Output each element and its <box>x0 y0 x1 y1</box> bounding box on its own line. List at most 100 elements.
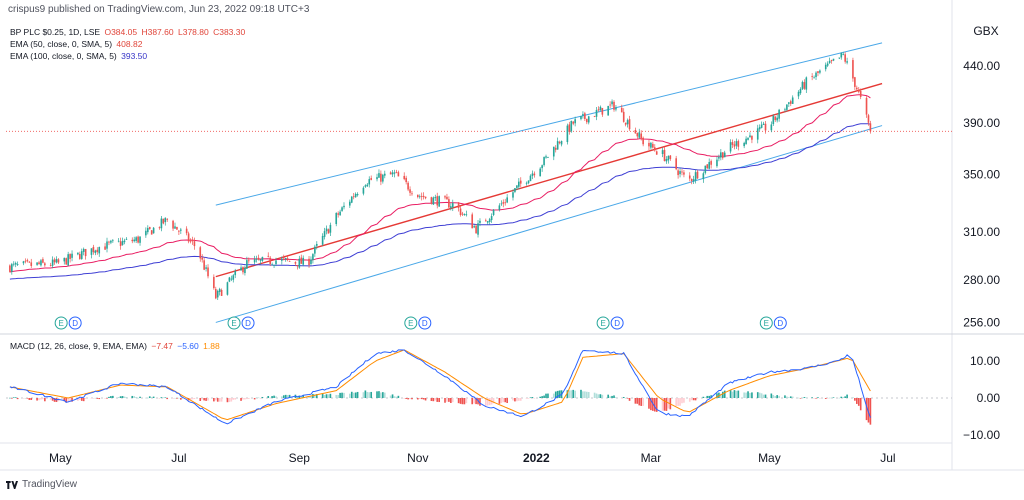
macd-histogram-bar <box>811 397 813 398</box>
legend-signal-value: −5.60 <box>177 341 199 351</box>
dividend-marker-icon <box>241 316 255 330</box>
macd-histogram-bar <box>104 398 106 399</box>
candle-body <box>533 173 536 176</box>
candle-body <box>857 90 860 92</box>
candle-body <box>362 187 365 194</box>
candle-body <box>407 182 409 190</box>
candle-body <box>296 264 299 267</box>
candle-body <box>791 97 794 104</box>
price-tick-label: 310.00 <box>963 225 1000 239</box>
event-marker-label: D <box>72 319 78 328</box>
candle-body <box>541 165 543 169</box>
candle-body <box>244 268 246 274</box>
macd-histogram-bar <box>430 398 433 401</box>
legend-ema50-value: 408.82 <box>116 39 143 49</box>
macd-histogram-bar <box>842 397 845 398</box>
macd-histogram-bar <box>90 398 93 399</box>
macd-histogram-bar <box>339 392 341 398</box>
candle-body <box>585 118 588 123</box>
candle-body <box>30 262 33 266</box>
candle-body <box>294 262 297 264</box>
candle-body <box>259 259 262 261</box>
legend-symbol-row: BP PLC $0.25, 1D, LSE O384.05 H387.60 L3… <box>10 27 247 37</box>
candle-body <box>67 254 69 266</box>
macd-histogram-bar <box>139 396 141 398</box>
macd-histogram-bar <box>424 398 427 401</box>
candle-body <box>770 124 773 131</box>
candle-body <box>626 120 629 125</box>
macd-histogram-bar <box>323 395 326 398</box>
candle-body <box>36 262 38 265</box>
macd-histogram-bar <box>110 396 112 398</box>
macd-histogram-bar <box>692 398 695 401</box>
macd-histogram-bar <box>269 397 271 399</box>
candle-body <box>758 127 761 130</box>
candle-body <box>774 116 777 121</box>
candle-body <box>582 114 584 116</box>
candle-body <box>180 229 182 231</box>
macd-histogram-bar <box>634 398 637 404</box>
candle-body <box>205 267 207 269</box>
macd-histogram-bar <box>749 392 751 398</box>
macd-histogram-bar <box>24 397 27 399</box>
event-marker-label: D <box>422 319 428 328</box>
candle-body <box>133 239 136 242</box>
macd-histogram-bar <box>718 392 720 398</box>
macd-histogram-bar <box>145 397 147 399</box>
macd-histogram-bar <box>786 396 788 398</box>
time-tick-label: Nov <box>407 451 428 465</box>
candle-body <box>397 172 400 177</box>
candle-body <box>187 233 190 242</box>
candle-body <box>597 109 600 111</box>
candle-body <box>653 147 656 151</box>
candle-body <box>403 175 406 180</box>
macd-histogram-bar <box>566 390 569 398</box>
macd-histogram-bar <box>737 390 740 398</box>
candle-body <box>308 258 310 266</box>
candle-body <box>424 196 427 199</box>
price-tick-label: 256.00 <box>963 315 1000 329</box>
macd-histogram-bar <box>343 392 345 398</box>
candle-body <box>830 60 833 62</box>
macd-histogram-bar <box>172 398 174 399</box>
macd-line <box>9 349 871 425</box>
macd-histogram-bar <box>416 398 419 400</box>
candle-body <box>77 252 79 255</box>
candle-body <box>716 159 718 167</box>
candle-body <box>854 77 856 87</box>
macd-histogram-bar <box>865 398 868 421</box>
macd-histogram-bar <box>663 398 666 411</box>
macd-histogram-bar <box>131 395 134 398</box>
time-tick-label: 2022 <box>523 451 550 465</box>
macd-histogram-bar <box>852 397 854 398</box>
candle-body <box>148 226 151 230</box>
candle-body <box>554 147 557 150</box>
candle-body <box>486 221 489 223</box>
macd-histogram-bar <box>613 395 615 398</box>
macd-histogram-bar <box>859 398 862 411</box>
macd-histogram-bar <box>716 393 718 398</box>
macd-histogram-bar <box>558 390 561 398</box>
legend-ema100-row: EMA (100, close, 0, SMA, 5) 393.50 <box>10 51 149 61</box>
macd-histogram-bar <box>640 398 643 406</box>
macd-histogram-bar <box>554 391 557 398</box>
candle-body <box>735 141 738 146</box>
macd-histogram-bar <box>675 398 677 406</box>
tradingview-footer[interactable]: TradingView <box>6 479 77 490</box>
macd-histogram-bar <box>49 398 52 400</box>
macd-histogram-bar <box>708 395 711 398</box>
legend-histogram-value: 1.88 <box>203 341 220 351</box>
candle-body <box>216 290 219 298</box>
candle-body <box>378 173 380 178</box>
candle-body <box>451 203 454 208</box>
macd-histogram-bar <box>584 391 586 398</box>
macd-histogram-bar <box>856 398 858 404</box>
candle-body <box>572 121 575 124</box>
macd-histogram-bar <box>160 397 163 398</box>
candle-body <box>65 258 68 265</box>
candle-body <box>615 107 617 110</box>
candle-body <box>628 119 631 130</box>
macd-histogram-bar <box>382 392 384 398</box>
candle-body <box>568 124 571 132</box>
